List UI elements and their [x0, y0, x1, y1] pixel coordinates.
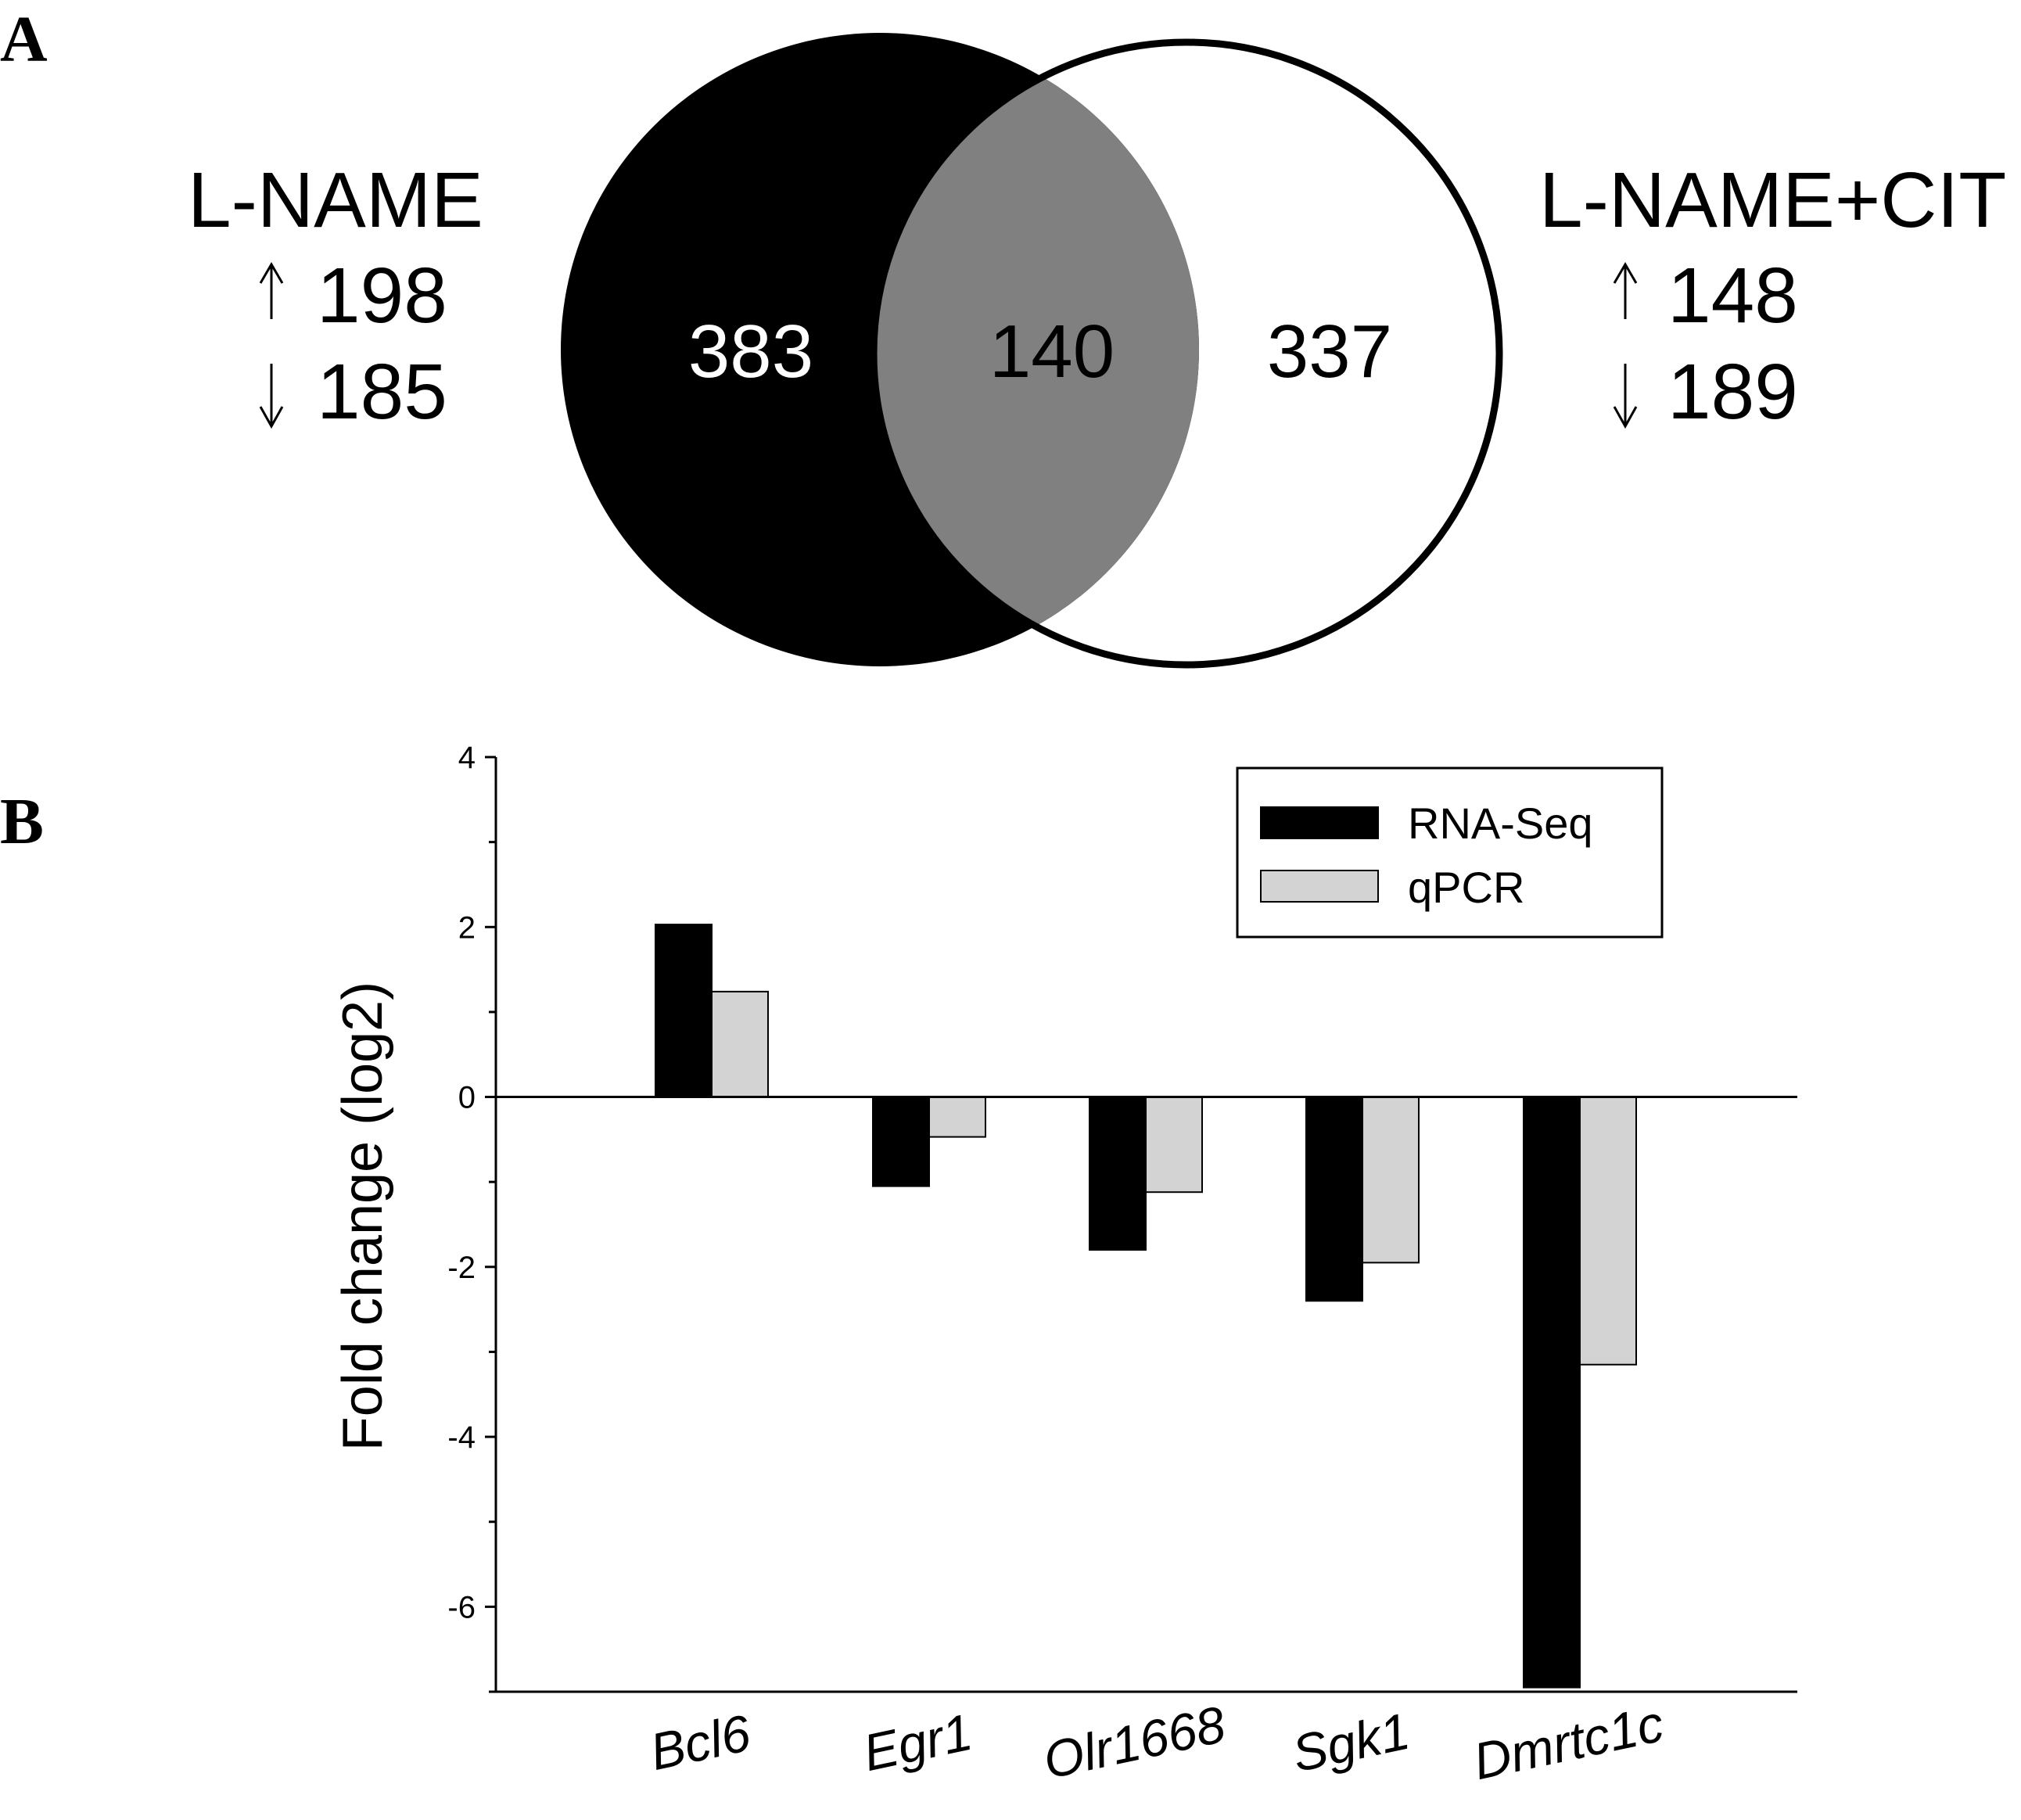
bar-rna-seq-sgk1: [1305, 1096, 1363, 1302]
y-tick-label: -6: [447, 1590, 476, 1624]
down-arrow-icon: [259, 364, 284, 429]
panel-b-label: B: [0, 785, 44, 858]
y-tick-label: 2: [458, 910, 476, 945]
up-arrow-icon: [1613, 262, 1638, 319]
y-tick-label: -2: [447, 1251, 476, 1285]
bar-qpcr-olr1668: [1145, 1096, 1203, 1194]
legend-label-qpcr: qPCR: [1408, 863, 1524, 912]
y-tick-label: 0: [458, 1081, 476, 1115]
y-tick-label: 4: [458, 741, 476, 775]
left-group-title: L-NAME: [188, 156, 483, 244]
left-group-up-count: 198: [317, 252, 447, 339]
legend-label-rna-seq: RNA-Seq: [1408, 799, 1593, 848]
bar-rna-seq-bcl6: [655, 924, 713, 1098]
legend-box: [1236, 766, 1664, 939]
venn-overlap-count: 140: [989, 310, 1115, 393]
legend: RNA-Seq qPCR: [1236, 766, 1664, 939]
category-label-olr1668: Olr1668: [1039, 1695, 1230, 1789]
y-tick-label: -4: [447, 1420, 476, 1455]
category-label-bcl6: Bcl6: [645, 1703, 756, 1781]
category-label-dmrtc1c: Dmrtc1c: [1468, 1694, 1668, 1790]
venn-right-outline: [870, 38, 1503, 669]
left-group-down-count: 185: [317, 348, 447, 436]
bar-qpcr-bcl6: [711, 990, 769, 1098]
bar-rna-seq-egr1: [872, 1096, 930, 1187]
legend-swatch-qpcr: [1260, 870, 1379, 903]
y-axis-title: Fold change (log2): [332, 982, 394, 1451]
panel-a-label: A: [0, 3, 48, 76]
category-label-sgk1: Sgk1: [1287, 1702, 1415, 1783]
venn-left-only-count: 383: [688, 310, 813, 393]
bar-qpcr-dmrtc1c: [1579, 1096, 1637, 1366]
bar-qpcr-egr1: [928, 1096, 986, 1138]
x-axis-categories: Bcl6 Egr1 Olr1668 Sgk1 Dmrtc1c: [645, 1694, 1668, 1790]
up-arrow-icon: [259, 262, 284, 319]
y-axis: 4 2 0 -2 -4 -6: [447, 741, 1797, 1693]
venn-overlap-region: [874, 42, 1199, 665]
right-group-title: L-NAME+CIT: [1539, 156, 2006, 244]
bar-chart-plot: [496, 924, 1797, 1689]
panel-a: A L-NAME 198 185 383 140 337 L-NAME+CIT: [0, 3, 2006, 669]
category-label-egr1: Egr1: [858, 1703, 977, 1782]
right-group-down-count: 189: [1667, 348, 1798, 436]
legend-swatch-rna-seq: [1260, 806, 1379, 839]
bar-rna-seq-dmrtc1c: [1523, 1096, 1581, 1689]
right-group-up-count: 148: [1667, 252, 1798, 339]
bar-rna-seq-olr1668: [1089, 1096, 1147, 1251]
panel-b: B Fold change (log2) 4 2 0 -2 -4 -6 Bcl6 Egr1 O…: [0, 741, 1797, 1790]
bar-qpcr-sgk1: [1362, 1096, 1420, 1264]
venn-right-only-count: 337: [1267, 310, 1392, 393]
down-arrow-icon: [1613, 364, 1638, 429]
